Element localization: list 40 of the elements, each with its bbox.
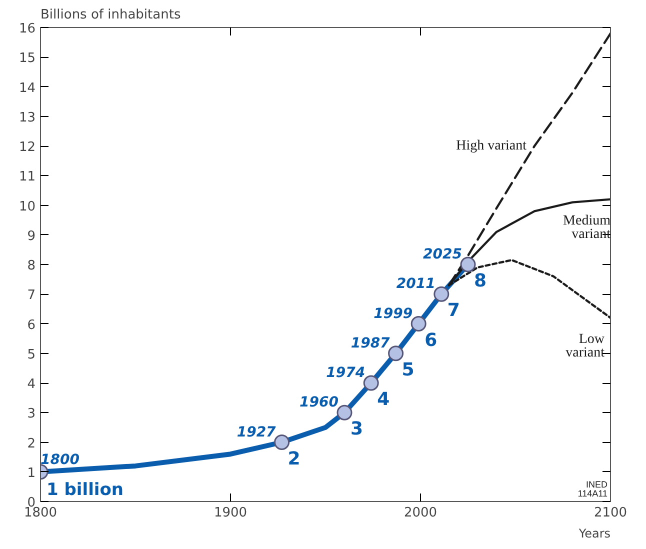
annotation: INED 114A11 [578, 480, 608, 498]
y-tick-label: 13 [18, 110, 36, 126]
x-axis-title: Years [578, 526, 611, 540]
x-tick-label: 1900 [214, 506, 248, 520]
annotation: 2025 [423, 246, 462, 262]
annotation: 7 [447, 300, 460, 322]
y-tick-label: 12 [18, 140, 36, 155]
y-tick-label: 14 [18, 80, 36, 96]
annotation: 6 [424, 330, 438, 351]
x-tick-label: 2000 [404, 506, 438, 520]
annotation: 1999 [374, 306, 413, 322]
y-tick-label: 2 [27, 436, 36, 452]
annotation: 1974 [326, 365, 366, 381]
y-axis-title: Billions of inhabitants [40, 8, 181, 22]
annotation: 1 billion [46, 480, 124, 500]
annotation: 2 [288, 448, 300, 470]
y-tick-label: 3 [27, 406, 36, 422]
series-label: Low variant [566, 332, 606, 360]
annotation: 1960 [300, 394, 339, 411]
series-label: High variant [456, 138, 527, 154]
y-tick-label: 16 [18, 22, 36, 36]
annotation: 3 [350, 418, 364, 440]
y-tick-label: 7 [27, 288, 36, 304]
y-tick-label: 5 [27, 347, 36, 362]
y-tick-label: 8 [27, 258, 36, 274]
annotation: 8 [474, 270, 487, 292]
x-tick-label: 2100 [594, 506, 628, 520]
y-tick-label: 6 [27, 318, 36, 333]
y-tick-label: 15 [18, 51, 36, 66]
annotation: 1987 [350, 335, 390, 352]
y-tick-label: 10 [18, 199, 36, 214]
annotation: 2011 [396, 276, 436, 292]
y-tick-label: 1 [27, 466, 36, 481]
y-tick-label: 4 [27, 377, 36, 392]
y-tick-label: 9 [27, 228, 36, 244]
annotation: 5 [402, 359, 414, 380]
y-tick-label: 11 [18, 170, 36, 185]
annotation: 1927 [236, 424, 276, 440]
annotation: 4 [377, 389, 390, 410]
annotation: 1800 [40, 452, 80, 468]
